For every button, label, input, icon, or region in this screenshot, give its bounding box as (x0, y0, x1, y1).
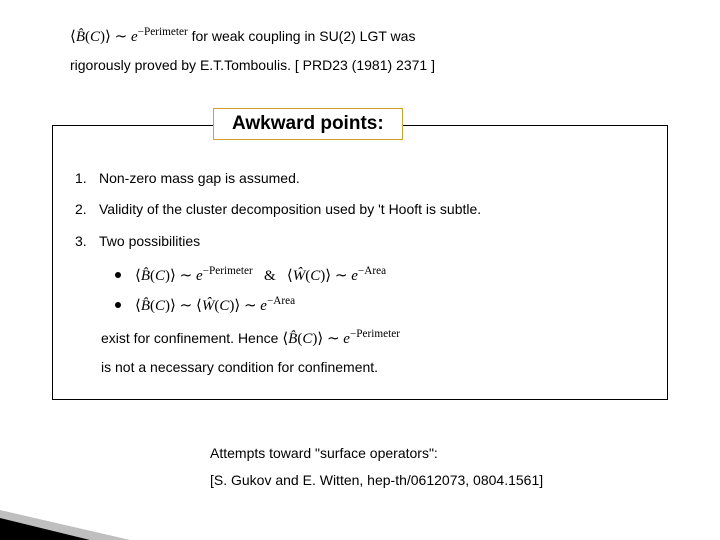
points-list: 1. Non-zero mass gap is assumed. 2. Vali… (75, 164, 645, 380)
bottom-references: Attempts toward "surface operators": [S.… (210, 440, 543, 493)
intro-tail: for weak coupling in SU(2) LGT was (192, 28, 416, 44)
bullet-icon (115, 302, 121, 308)
intro-line2: rigorously proved by E.T.Tomboulis. [ PR… (70, 57, 435, 73)
point-3: 3. Two possibilities (75, 227, 645, 256)
box-heading: Awkward points: (213, 108, 403, 140)
closing-formula: ⟨B̂(C)⟩ ∼ e−Perimeter (282, 331, 400, 347)
point-2: 2. Validity of the cluster decomposition… (75, 195, 645, 224)
intro-text: ⟨B̂(C)⟩ ∼ e−Perimeter for weak coupling … (70, 22, 680, 78)
awkward-points-box: Awkward points: 1. Non-zero mass gap is … (52, 125, 668, 400)
bullet-2: ⟨B̂(C)⟩ ∼ ⟨Ŵ(C)⟩ ∼ e−Area (115, 292, 645, 318)
formula-b-perimeter: ⟨B̂(C)⟩ ∼ e−Perimeter (70, 29, 188, 45)
ref-line1: Attempts toward "surface operators": (210, 440, 543, 467)
ref-line2: [S. Gukov and E. Witten, hep-th/0612073,… (210, 467, 543, 494)
sub-bullets: ⟨B̂(C)⟩ ∼ e−Perimeter & ⟨Ŵ(C)⟩ ∼ e−Area … (115, 262, 645, 318)
bullet-icon (115, 272, 121, 278)
closing-text: exist for confinement. Hence ⟨B̂(C)⟩ ∼ e… (101, 324, 645, 380)
bullet-1: ⟨B̂(C)⟩ ∼ e−Perimeter & ⟨Ŵ(C)⟩ ∼ e−Area (115, 262, 645, 288)
point-1: 1. Non-zero mass gap is assumed. (75, 164, 645, 193)
corner-decoration (0, 518, 90, 540)
